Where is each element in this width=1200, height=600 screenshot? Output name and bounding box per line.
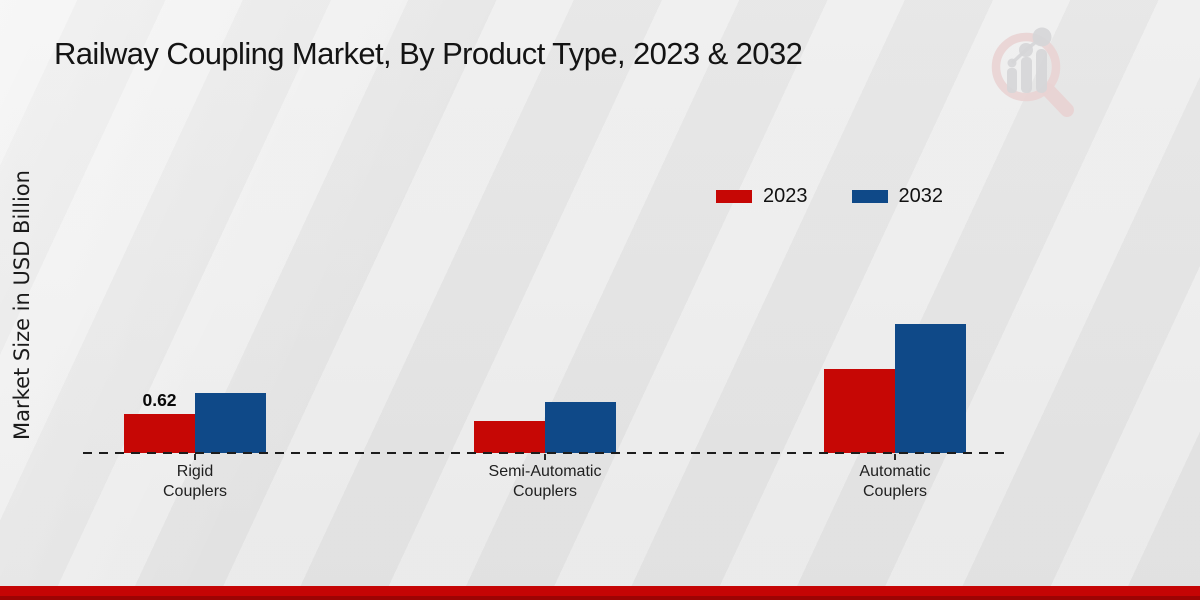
legend-item-2023: 2023 — [716, 185, 808, 208]
category-label-automatic-couplers: Automatic Couplers — [859, 463, 931, 500]
bar-2032-rigid-couplers — [195, 393, 266, 453]
footer-accent-bar — [0, 586, 1200, 600]
value-label-2023-rigid-couplers: 0.62 — [142, 390, 177, 410]
bar-2023-semi-automatic-couplers — [474, 421, 545, 453]
x-tick-automatic-couplers — [894, 454, 896, 460]
category-label-rigid-couplers: Rigid Couplers — [162, 463, 228, 500]
bar-2023-automatic-couplers — [824, 369, 895, 453]
legend: 2023 2032 — [716, 185, 943, 208]
legend-item-2032: 2032 — [851, 185, 944, 208]
x-tick-semi-automatic-couplers — [544, 454, 546, 460]
x-tick-rigid-couplers — [194, 454, 196, 460]
x-axis-baseline — [83, 452, 1007, 454]
magnifier-bar-chart-logo-icon — [991, 27, 1074, 117]
legend-label-2032: 2032 — [898, 185, 944, 207]
bar-2032-semi-automatic-couplers — [545, 402, 616, 453]
category-label-semi-automatic-couplers: Semi-Automatic Couplers — [488, 463, 602, 500]
legend-swatch-2032 — [851, 190, 888, 203]
bar-2023-rigid-couplers — [124, 414, 195, 453]
legend-swatch-2023 — [716, 190, 752, 203]
legend-label-2023: 2023 — [763, 185, 808, 207]
chart-title: Railway Coupling Market, By Product Type… — [54, 36, 803, 71]
bar-2032-automatic-couplers — [895, 324, 966, 453]
